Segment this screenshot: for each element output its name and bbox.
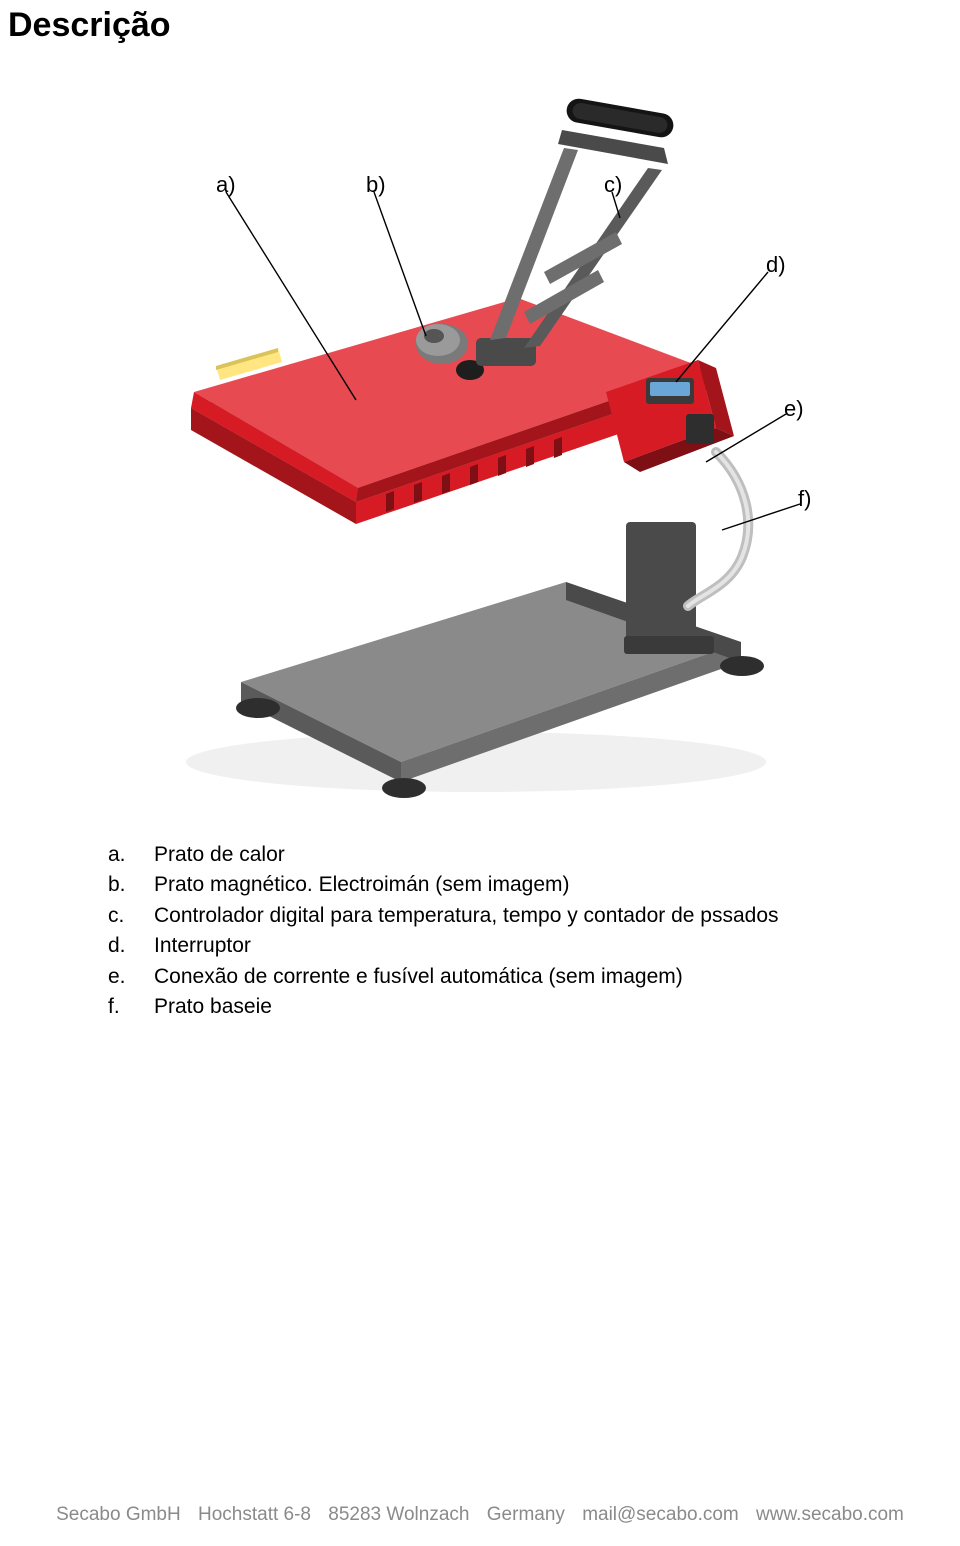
page-title: Descrição [8, 6, 171, 45]
list-text: Prato magnético. Electroimán (sem imagem… [154, 870, 868, 900]
list-item: e. Conexão de corrente e fusível automát… [108, 962, 868, 992]
list-marker: d. [108, 931, 154, 961]
list-text: Prato de calor [154, 840, 868, 870]
list-text: Prato baseie [154, 992, 868, 1022]
page-footer: Secabo GmbH Hochstatt 6-8 85283 Wolnzach… [0, 1504, 960, 1526]
power-cable [688, 452, 748, 606]
list-marker: c. [108, 901, 154, 931]
footer-city: 85283 Wolnzach [328, 1504, 469, 1525]
footer-company: Secabo GmbH [56, 1504, 181, 1525]
list-item: f. Prato baseie [108, 992, 868, 1022]
list-marker: a. [108, 840, 154, 870]
leader-line-d [676, 272, 768, 382]
product-diagram: a) b) c) d) e) f) [146, 92, 874, 802]
page: Descrição a) b) c) d) e) f) [0, 0, 960, 1546]
list-item: b. Prato magnético. Electroimán (sem ima… [108, 870, 868, 900]
list-item: d. Interruptor [108, 931, 868, 961]
leader-line-c [612, 192, 620, 218]
leader-line-f [722, 504, 800, 530]
list-marker: f. [108, 992, 154, 1022]
list-marker: b. [108, 870, 154, 900]
description-list: a. Prato de calor b. Prato magnético. El… [108, 840, 868, 1023]
list-item: a. Prato de calor [108, 840, 868, 870]
list-text: Controlador digital para temperatura, te… [154, 901, 868, 931]
list-item: c. Controlador digital para temperatura,… [108, 901, 868, 931]
list-text: Interruptor [154, 931, 868, 961]
heat-press-illustration [146, 92, 874, 802]
footer-email: mail@secabo.com [582, 1504, 739, 1525]
footer-country: Germany [487, 1504, 565, 1525]
list-marker: e. [108, 962, 154, 992]
leader-line-b [374, 192, 426, 336]
list-text: Conexão de corrente e fusível automática… [154, 962, 868, 992]
footer-street: Hochstatt 6-8 [198, 1504, 311, 1525]
footer-web: www.secabo.com [756, 1504, 904, 1525]
